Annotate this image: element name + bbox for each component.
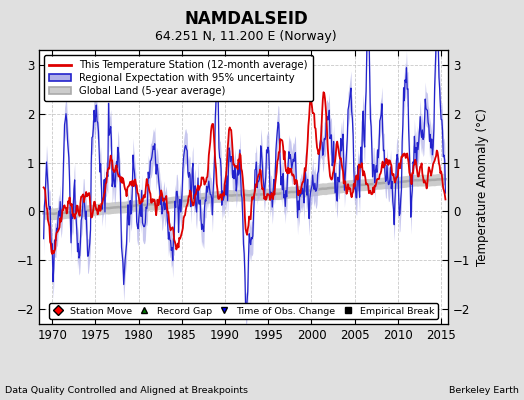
- Text: NAMDALSEID: NAMDALSEID: [184, 10, 308, 28]
- Legend: Station Move, Record Gap, Time of Obs. Change, Empirical Break: Station Move, Record Gap, Time of Obs. C…: [49, 303, 438, 319]
- Text: Berkeley Earth: Berkeley Earth: [449, 386, 519, 395]
- Text: Data Quality Controlled and Aligned at Breakpoints: Data Quality Controlled and Aligned at B…: [5, 386, 248, 395]
- Text: 64.251 N, 11.200 E (Norway): 64.251 N, 11.200 E (Norway): [156, 30, 337, 43]
- Y-axis label: Temperature Anomaly (°C): Temperature Anomaly (°C): [476, 108, 489, 266]
